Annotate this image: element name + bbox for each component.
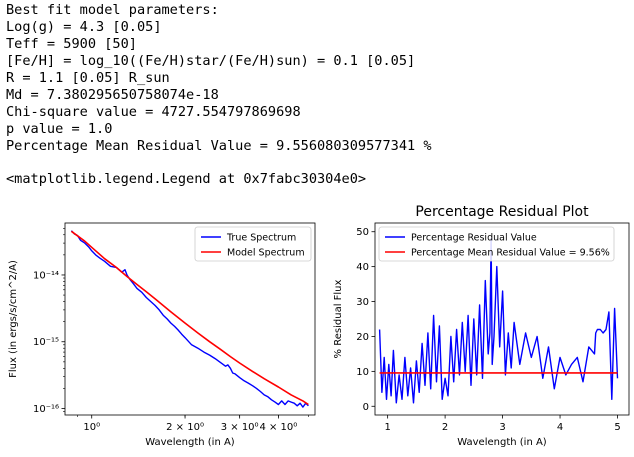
output-line: Chi-square value = 4727.554797869698	[6, 104, 301, 120]
x-tick-label: 10⁰	[83, 422, 100, 433]
axes-frame	[374, 222, 630, 416]
legend-label: Model Spectrum	[227, 248, 305, 259]
y-tick-label: 10	[356, 367, 369, 378]
chart-title: Percentage Residual Plot	[415, 204, 589, 220]
y-tick-label: 20	[356, 332, 369, 343]
cell-output: Best fit model parameters: Log(g) = 4.3 […	[6, 2, 432, 188]
output-line: Md = 7.380295650758074e-18	[6, 87, 219, 103]
x-tick-label: 2 × 10⁰	[166, 422, 204, 433]
y-tick-label: 10⁻¹⁴	[33, 270, 59, 281]
x-tick-label: 1	[384, 422, 390, 433]
x-tick-label: 4	[557, 422, 563, 433]
x-tick-label: 5	[614, 422, 620, 433]
plot-area	[378, 238, 619, 404]
output-line: Best fit model parameters:	[6, 2, 219, 18]
y-tick-label: 40	[356, 262, 369, 273]
output-line: Log(g) = 4.3 [0.05]	[6, 19, 162, 35]
y-tick-label: 50	[356, 227, 369, 238]
legend-box	[378, 226, 615, 262]
y-axis-label: % Residual Flux	[333, 279, 344, 358]
legend-box	[194, 226, 312, 262]
x-axis-label: Wavelength (in A)	[145, 437, 235, 448]
y-tick-label: 30	[356, 297, 369, 308]
output-line: R = 1.1 [0.05] R_sun	[6, 70, 170, 86]
series-line-primary	[378, 238, 619, 404]
legend: True Spectrum Model Spectrum	[194, 226, 312, 262]
axes-frame	[64, 222, 316, 416]
flux-spectrum-chart: 10⁰ 2 × 10⁰ 3 × 10⁰ 4 × 10⁰ 10⁻¹⁶ 10⁻¹⁵ 10⁻¹⁴ W…	[8, 222, 316, 448]
y-tick-label: 0	[363, 402, 369, 413]
y-axis-label: Flux (in ergs/s/cm^2/A)	[8, 260, 19, 378]
output-line: [Fe/H] = log_10((Fe/H)star/(Fe/H)sun) = …	[6, 53, 416, 69]
plot-area	[70, 230, 309, 408]
legend-repr-line: <matplotlib.legend.Legend at 0x7fabc3030…	[6, 171, 367, 187]
x-tick-label: 3	[499, 422, 505, 433]
legend: Percentage Residual Value Percentage Mean…	[378, 226, 615, 262]
output-line: Teff = 5900 [50]	[6, 36, 137, 52]
legend-label: Percentage Mean Residual Value = 9.56%	[411, 248, 610, 259]
x-tick-label: 2	[442, 422, 448, 433]
legend-label: Percentage Residual Value	[411, 233, 537, 244]
x-tick-label: 3 × 10⁰	[221, 422, 259, 433]
x-tick-label: 4 × 10⁰	[259, 422, 297, 433]
y-tick-label: 10⁻¹⁶	[33, 404, 59, 415]
x-axis-label: Wavelength (in A)	[457, 437, 547, 448]
y-tick-label: 10⁻¹⁵	[33, 337, 59, 348]
series-line-secondary	[70, 230, 309, 406]
legend-label: True Spectrum	[226, 233, 296, 244]
output-line: Percentage Mean Residual Value = 9.55608…	[6, 138, 432, 154]
output-line: p value = 1.0	[6, 121, 113, 137]
series-line-primary	[70, 230, 309, 408]
